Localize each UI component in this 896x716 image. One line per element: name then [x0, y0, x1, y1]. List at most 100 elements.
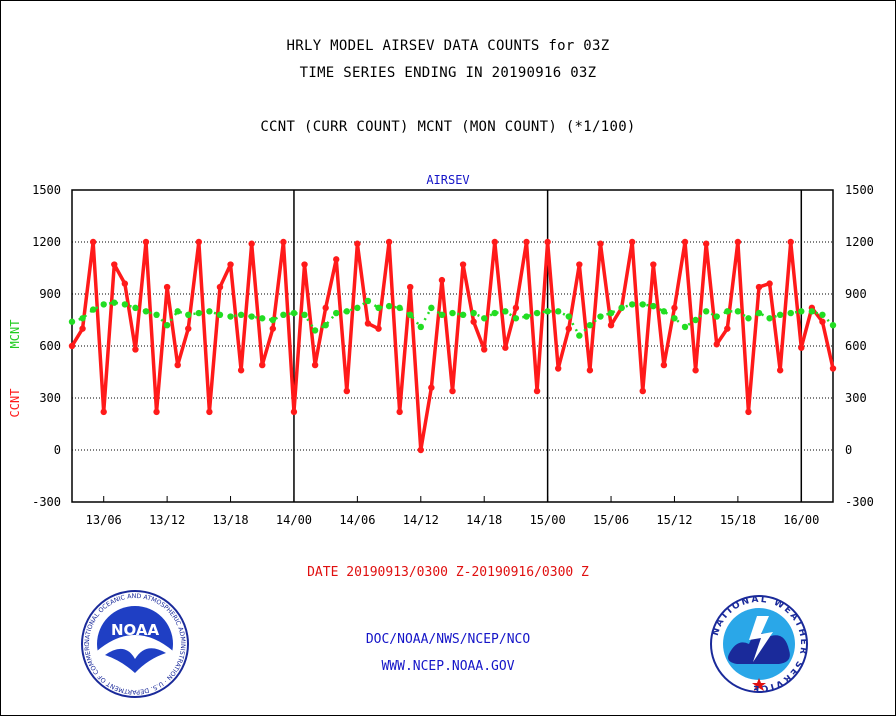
data-point-ccnt: [586, 367, 594, 374]
data-point-ccnt: [829, 365, 837, 372]
data-point-mcnt: [89, 306, 97, 313]
data-point-ccnt: [650, 261, 657, 268]
data-point-ccnt: [259, 361, 266, 369]
data-point-mcnt: [322, 322, 329, 329]
data-point-mcnt: [79, 315, 86, 322]
data-point-mcnt: [428, 304, 435, 312]
data-point-mcnt: [385, 302, 393, 310]
data-point-mcnt: [100, 301, 107, 308]
data-point-mcnt: [481, 315, 488, 322]
data-point-mcnt: [259, 315, 266, 322]
x-tick-label: 13/18: [212, 513, 248, 527]
data-point-mcnt: [607, 309, 615, 317]
y-tick-label-left: 600: [39, 339, 61, 353]
data-point-mcnt: [597, 313, 604, 320]
date-range-label: DATE 20190913/0300 Z-20190916/0300 Z: [307, 565, 589, 580]
y-tick-label-right: 900: [845, 287, 867, 301]
data-point-ccnt: [174, 361, 181, 369]
data-point-ccnt: [68, 342, 76, 350]
data-point-ccnt: [755, 283, 763, 291]
data-point-mcnt: [375, 304, 382, 312]
x-tick-label: 15/00: [530, 513, 566, 527]
data-point-ccnt: [385, 238, 393, 246]
data-point-mcnt: [692, 316, 699, 324]
y-tick-label-right: 1200: [845, 235, 874, 249]
data-point-ccnt: [671, 304, 678, 312]
noaa-logo-text: NOAA: [111, 621, 160, 639]
data-point-mcnt: [512, 315, 520, 322]
data-point-ccnt: [280, 238, 287, 246]
data-point-mcnt: [502, 308, 509, 315]
data-point-ccnt: [512, 304, 520, 312]
y-tick-label-right: 300: [845, 391, 867, 405]
data-point-mcnt: [586, 322, 594, 329]
data-point-mcnt: [195, 309, 203, 317]
data-point-ccnt: [459, 261, 467, 268]
data-point-mcnt: [280, 311, 287, 318]
data-point-ccnt: [470, 318, 477, 325]
data-point-mcnt: [544, 308, 551, 315]
data-point-ccnt: [248, 240, 255, 247]
data-point-mcnt: [311, 327, 319, 334]
noaa-logo: NOAA NATIONAL OCEANIC AND ATMOSPHERIC AD…: [80, 589, 189, 698]
data-point-ccnt: [185, 325, 192, 332]
data-point-ccnt: [544, 238, 551, 246]
data-point-ccnt: [100, 408, 107, 416]
data-point-mcnt: [713, 313, 720, 320]
data-point-mcnt: [343, 308, 351, 315]
data-point-ccnt: [554, 365, 562, 372]
x-tick-label: 13/06: [86, 513, 122, 527]
data-point-mcnt: [660, 308, 668, 315]
series-ccnt: [68, 238, 837, 454]
data-point-mcnt: [237, 311, 245, 318]
data-point-mcnt: [671, 315, 678, 322]
chart-title-line2: TIME SERIES ENDING IN 20190916 03Z: [299, 65, 597, 81]
data-point-mcnt: [121, 301, 129, 308]
data-point-mcnt: [745, 315, 752, 322]
data-point-ccnt: [375, 325, 382, 332]
data-point-mcnt: [290, 309, 298, 317]
chart-title-line1: HRLY MODEL AIRSEV DATA COUNTS for 03Z: [286, 38, 610, 54]
y-tick-label-right: 1500: [845, 183, 874, 197]
data-point-mcnt: [829, 322, 837, 329]
data-point-mcnt: [364, 297, 372, 305]
y-tick-label-left: 900: [39, 287, 61, 301]
data-point-ccnt: [132, 346, 139, 353]
x-tick-label: 15/12: [656, 513, 692, 527]
data-point-ccnt: [227, 261, 234, 268]
data-point-mcnt: [776, 311, 784, 318]
data-point-mcnt: [459, 311, 467, 318]
data-point-mcnt: [565, 313, 572, 320]
data-point-ccnt: [734, 238, 742, 246]
data-point-ccnt: [290, 408, 298, 416]
y-tick-label-right: 600: [845, 339, 867, 353]
y-tick-label-left: 1200: [32, 235, 61, 249]
data-point-ccnt: [745, 408, 752, 416]
data-point-ccnt: [681, 238, 689, 246]
data-point-mcnt: [438, 311, 446, 318]
data-point-mcnt: [396, 304, 403, 312]
data-point-ccnt: [343, 387, 351, 395]
data-point-ccnt: [89, 238, 97, 246]
data-point-mcnt: [628, 301, 636, 308]
data-point-mcnt: [185, 311, 192, 318]
data-point-ccnt: [713, 341, 720, 348]
data-point-mcnt: [766, 315, 773, 322]
x-tick-label: 15/06: [593, 513, 629, 527]
data-point-ccnt: [195, 238, 203, 246]
data-point-mcnt: [407, 311, 414, 318]
data-point-ccnt: [533, 387, 541, 395]
y-tick-label-left: -300: [32, 495, 61, 509]
data-point-mcnt: [533, 309, 541, 317]
data-point-ccnt: [163, 283, 171, 291]
data-point-ccnt: [787, 238, 794, 246]
x-tick-label: 15/18: [720, 513, 756, 527]
day-boundary-lines: [293, 190, 803, 502]
data-point-ccnt: [407, 283, 414, 291]
website-link[interactable]: WWW.NCEP.NOAA.GOV: [381, 659, 515, 674]
data-point-ccnt: [660, 361, 668, 369]
y-tick-label-left: 300: [39, 391, 61, 405]
org-path-link[interactable]: DOC/NOAA/NWS/NCEP/NCO: [365, 632, 531, 647]
data-point-mcnt: [174, 308, 181, 315]
data-point-ccnt: [142, 238, 150, 246]
